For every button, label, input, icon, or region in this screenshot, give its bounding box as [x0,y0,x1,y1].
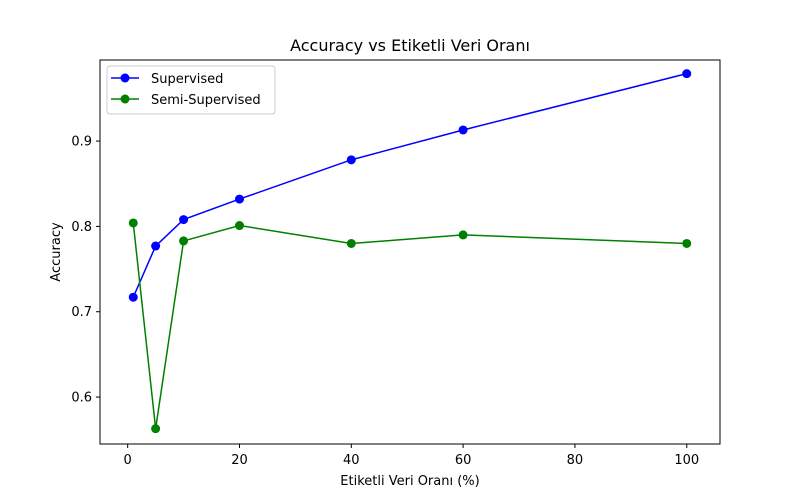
data-point-supervised [234,194,244,204]
series-line-semi-supervised [132,222,687,429]
x-tick-label: 40 [343,453,360,468]
legend-marker-supervised [120,73,130,83]
x-tick-label: 100 [674,453,699,468]
y-tick-label: 0.8 [71,220,92,235]
data-point-supervised [128,292,138,302]
legend-box [106,65,276,115]
data-point-semi-supervised [458,230,468,240]
plot-area [99,59,721,445]
series-layer [128,69,692,434]
y-tick-label: 0.7 [71,305,92,320]
data-point-semi-supervised [179,236,189,246]
data-point-semi-supervised [682,238,692,248]
x-tick-label: 60 [455,453,472,468]
data-point-semi-supervised [346,238,356,248]
data-point-semi-supervised [128,218,138,228]
y-tick-label: 0.9 [71,135,92,150]
x-axis: 0 20 40 60 80 100 [124,444,699,468]
x-axis-label: Etiketli Veri Oranı (%) [340,474,479,489]
legend-label-supervised: Supervised [151,72,223,87]
legend: Supervised Semi-Supervised [106,65,276,115]
data-point-supervised [458,125,468,135]
legend-label-semi-supervised: Semi-Supervised [151,93,261,108]
y-tick-label: 0.6 [71,391,92,406]
data-point-supervised [346,155,356,165]
x-tick-label: 20 [231,453,248,468]
data-point-supervised [179,215,189,225]
x-tick-label: 0 [124,453,132,468]
data-point-semi-supervised [234,221,244,231]
legend-marker-semi-supervised [120,94,130,104]
y-axis: 0.6 0.7 0.8 0.9 [71,135,100,406]
data-point-supervised [682,69,692,79]
x-tick-label: 80 [567,453,584,468]
data-point-supervised [151,241,161,251]
data-point-semi-supervised [151,424,161,434]
chart-title: Accuracy vs Etiketli Veri Oranı [290,36,530,55]
y-axis-label: Accuracy [49,222,64,282]
